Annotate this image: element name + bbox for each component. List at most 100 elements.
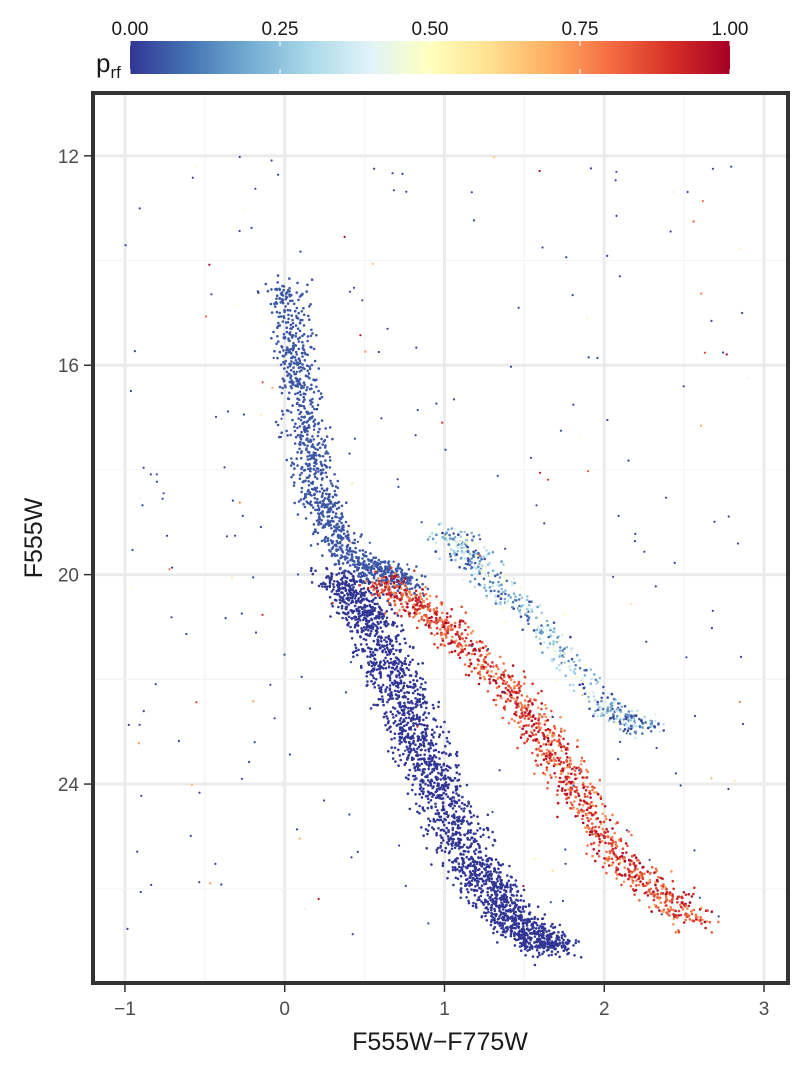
data-point — [613, 704, 616, 707]
data-point — [330, 527, 333, 530]
data-point — [298, 348, 301, 351]
data-point — [478, 650, 481, 653]
data-point — [512, 894, 515, 897]
data-point — [384, 648, 387, 651]
data-point — [597, 715, 600, 718]
data-point — [427, 768, 430, 771]
data-point — [462, 578, 465, 581]
data-point — [431, 729, 434, 732]
data-point — [428, 712, 431, 715]
data-point — [298, 413, 301, 416]
data-point — [537, 905, 540, 908]
data-point — [594, 829, 597, 832]
data-point — [422, 768, 425, 771]
data-point — [421, 662, 424, 665]
data-point — [502, 682, 505, 685]
data-point — [328, 508, 331, 511]
data-point — [282, 289, 285, 292]
data-point — [466, 546, 469, 549]
data-point — [278, 316, 281, 319]
data-point — [500, 880, 503, 883]
data-point — [396, 657, 399, 660]
data-point — [490, 924, 493, 927]
data-point — [412, 742, 415, 745]
data-point — [410, 726, 413, 729]
data-point — [431, 532, 434, 535]
data-point — [510, 935, 513, 938]
data-point — [306, 430, 309, 433]
data-point — [418, 793, 421, 796]
data-point — [538, 952, 541, 955]
data-point — [550, 954, 553, 957]
data-point — [323, 506, 326, 509]
data-point — [429, 744, 432, 747]
data-point — [408, 664, 411, 667]
data-point — [284, 305, 287, 308]
data-point — [311, 435, 314, 438]
data-point — [362, 648, 365, 651]
data-point — [494, 910, 497, 913]
data-point — [630, 716, 633, 719]
data-point — [319, 447, 322, 450]
data-point — [450, 548, 453, 551]
data-point — [406, 756, 409, 759]
data-point — [533, 941, 536, 944]
data-point — [441, 536, 444, 539]
data-point — [360, 627, 363, 630]
data-point — [391, 667, 394, 670]
data-point — [366, 605, 369, 608]
data-point — [428, 757, 431, 760]
data-point — [471, 574, 474, 577]
data-point — [394, 707, 397, 710]
data-point — [525, 905, 528, 908]
data-point — [567, 660, 570, 663]
data-point — [628, 714, 631, 717]
data-point — [285, 292, 288, 295]
data-point — [417, 737, 420, 740]
data-point — [507, 919, 510, 922]
data-point — [340, 522, 343, 525]
data-point — [685, 893, 688, 896]
data-point — [589, 783, 592, 786]
data-point — [346, 530, 349, 533]
data-point — [480, 558, 483, 561]
data-point — [399, 676, 402, 679]
data-point — [380, 621, 383, 624]
data-point — [295, 335, 298, 338]
data-point — [619, 710, 622, 713]
data-point — [365, 633, 368, 636]
data-point — [428, 742, 431, 745]
data-point — [383, 615, 386, 618]
data-point — [478, 583, 481, 586]
data-point — [604, 862, 607, 865]
data-point — [548, 936, 551, 939]
data-point — [291, 404, 294, 407]
data-point — [459, 535, 462, 538]
data-point — [437, 782, 440, 785]
data-point — [424, 761, 427, 764]
data-point — [420, 683, 423, 686]
data-point — [545, 622, 548, 625]
data-point — [281, 410, 284, 413]
data-point — [357, 613, 360, 616]
data-point — [542, 951, 545, 954]
data-point — [503, 889, 506, 892]
data-point — [440, 774, 443, 777]
data-point — [267, 290, 270, 293]
data-point — [535, 616, 538, 619]
data-point — [360, 601, 363, 604]
data-point — [372, 581, 375, 584]
data-point — [460, 887, 463, 890]
data-point — [458, 870, 461, 873]
data-point — [495, 858, 498, 861]
data-point — [377, 577, 380, 580]
data-point — [394, 575, 397, 578]
data-point — [409, 681, 412, 684]
data-point — [329, 585, 332, 588]
data-point — [282, 355, 285, 358]
data-point — [433, 768, 436, 771]
data-point — [414, 697, 417, 700]
data-point — [644, 721, 647, 724]
data-point — [517, 890, 520, 893]
